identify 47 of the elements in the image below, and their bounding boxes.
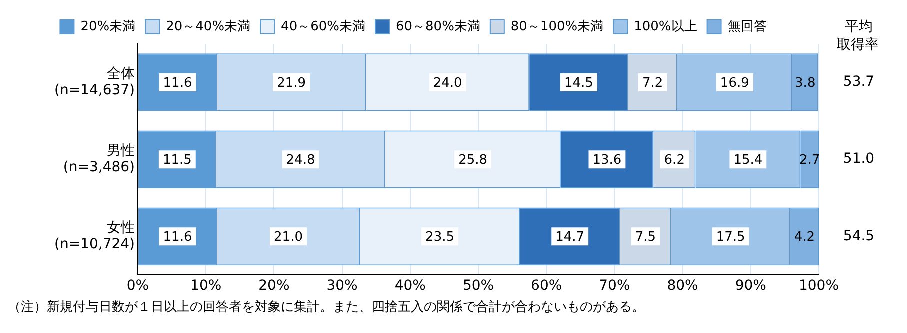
data-label: 21.9: [277, 76, 306, 91]
legend-label: 80～100%未満: [510, 19, 604, 34]
legend-label: 100%以上: [634, 19, 698, 34]
data-label: 2.7: [799, 152, 820, 168]
data-label: 17.5: [716, 230, 746, 246]
data-label: 24.8: [286, 152, 316, 168]
data-label: 7.2: [642, 76, 664, 91]
data-label: 23.5: [426, 230, 454, 246]
x-tick-label: 40%: [394, 278, 426, 294]
data-label: 25.8: [458, 152, 488, 168]
legend-label: 60～80%未満: [396, 19, 480, 34]
text: 53.7: [843, 74, 875, 90]
data-label: 21.0: [274, 230, 303, 246]
x-tick-label: 0%: [126, 278, 150, 294]
data-label: 14.7: [556, 230, 585, 246]
data-label: 6.2: [664, 152, 685, 168]
x-tick-label: 20%: [258, 278, 290, 294]
data-label: 11.5: [162, 152, 192, 168]
data-label: 11.6: [163, 230, 192, 246]
x-tick-label: 100%: [798, 278, 840, 294]
data-label: 7.5: [635, 230, 656, 246]
y-tick-label: 男性 (n=3,486): [63, 142, 135, 176]
data-label: 16.9: [720, 76, 750, 91]
data-label: 15.4: [734, 152, 763, 168]
x-tick-label: 30%: [326, 278, 358, 294]
data-label: 24.0: [433, 76, 462, 91]
legend-label: 20～40%未満: [166, 19, 251, 34]
data-label: 3.8: [795, 76, 816, 91]
x-tick-label: 90%: [735, 278, 766, 294]
x-tick-label: 60%: [531, 278, 562, 294]
data-label: 11.6: [163, 76, 192, 91]
legend-label: 20%未満: [80, 19, 136, 34]
x-tick-label: 50%: [462, 278, 494, 294]
x-tick-label: 80%: [667, 278, 698, 294]
text: （注）新規付与日数が１日以上の回答者を対象に集計。また、四捨五入の関係で合計が合わないものがある。: [8, 299, 646, 316]
data-label: 13.6: [592, 152, 622, 168]
y-tick-label: 全体 (n=14,637): [54, 66, 135, 99]
data-label: 14.5: [564, 76, 594, 91]
text: 54.5: [843, 228, 875, 244]
text: 平均取得率: [837, 18, 880, 54]
data-label: 4.2: [794, 230, 816, 246]
legend-label: 40～60%未満: [281, 19, 366, 34]
x-tick-label: 10%: [190, 278, 222, 294]
text: 51.0: [843, 151, 875, 168]
legend-label: 無回答: [728, 19, 767, 34]
y-tick-label: 女性 (n=10,724): [54, 220, 135, 253]
x-tick-label: 70%: [599, 278, 630, 294]
